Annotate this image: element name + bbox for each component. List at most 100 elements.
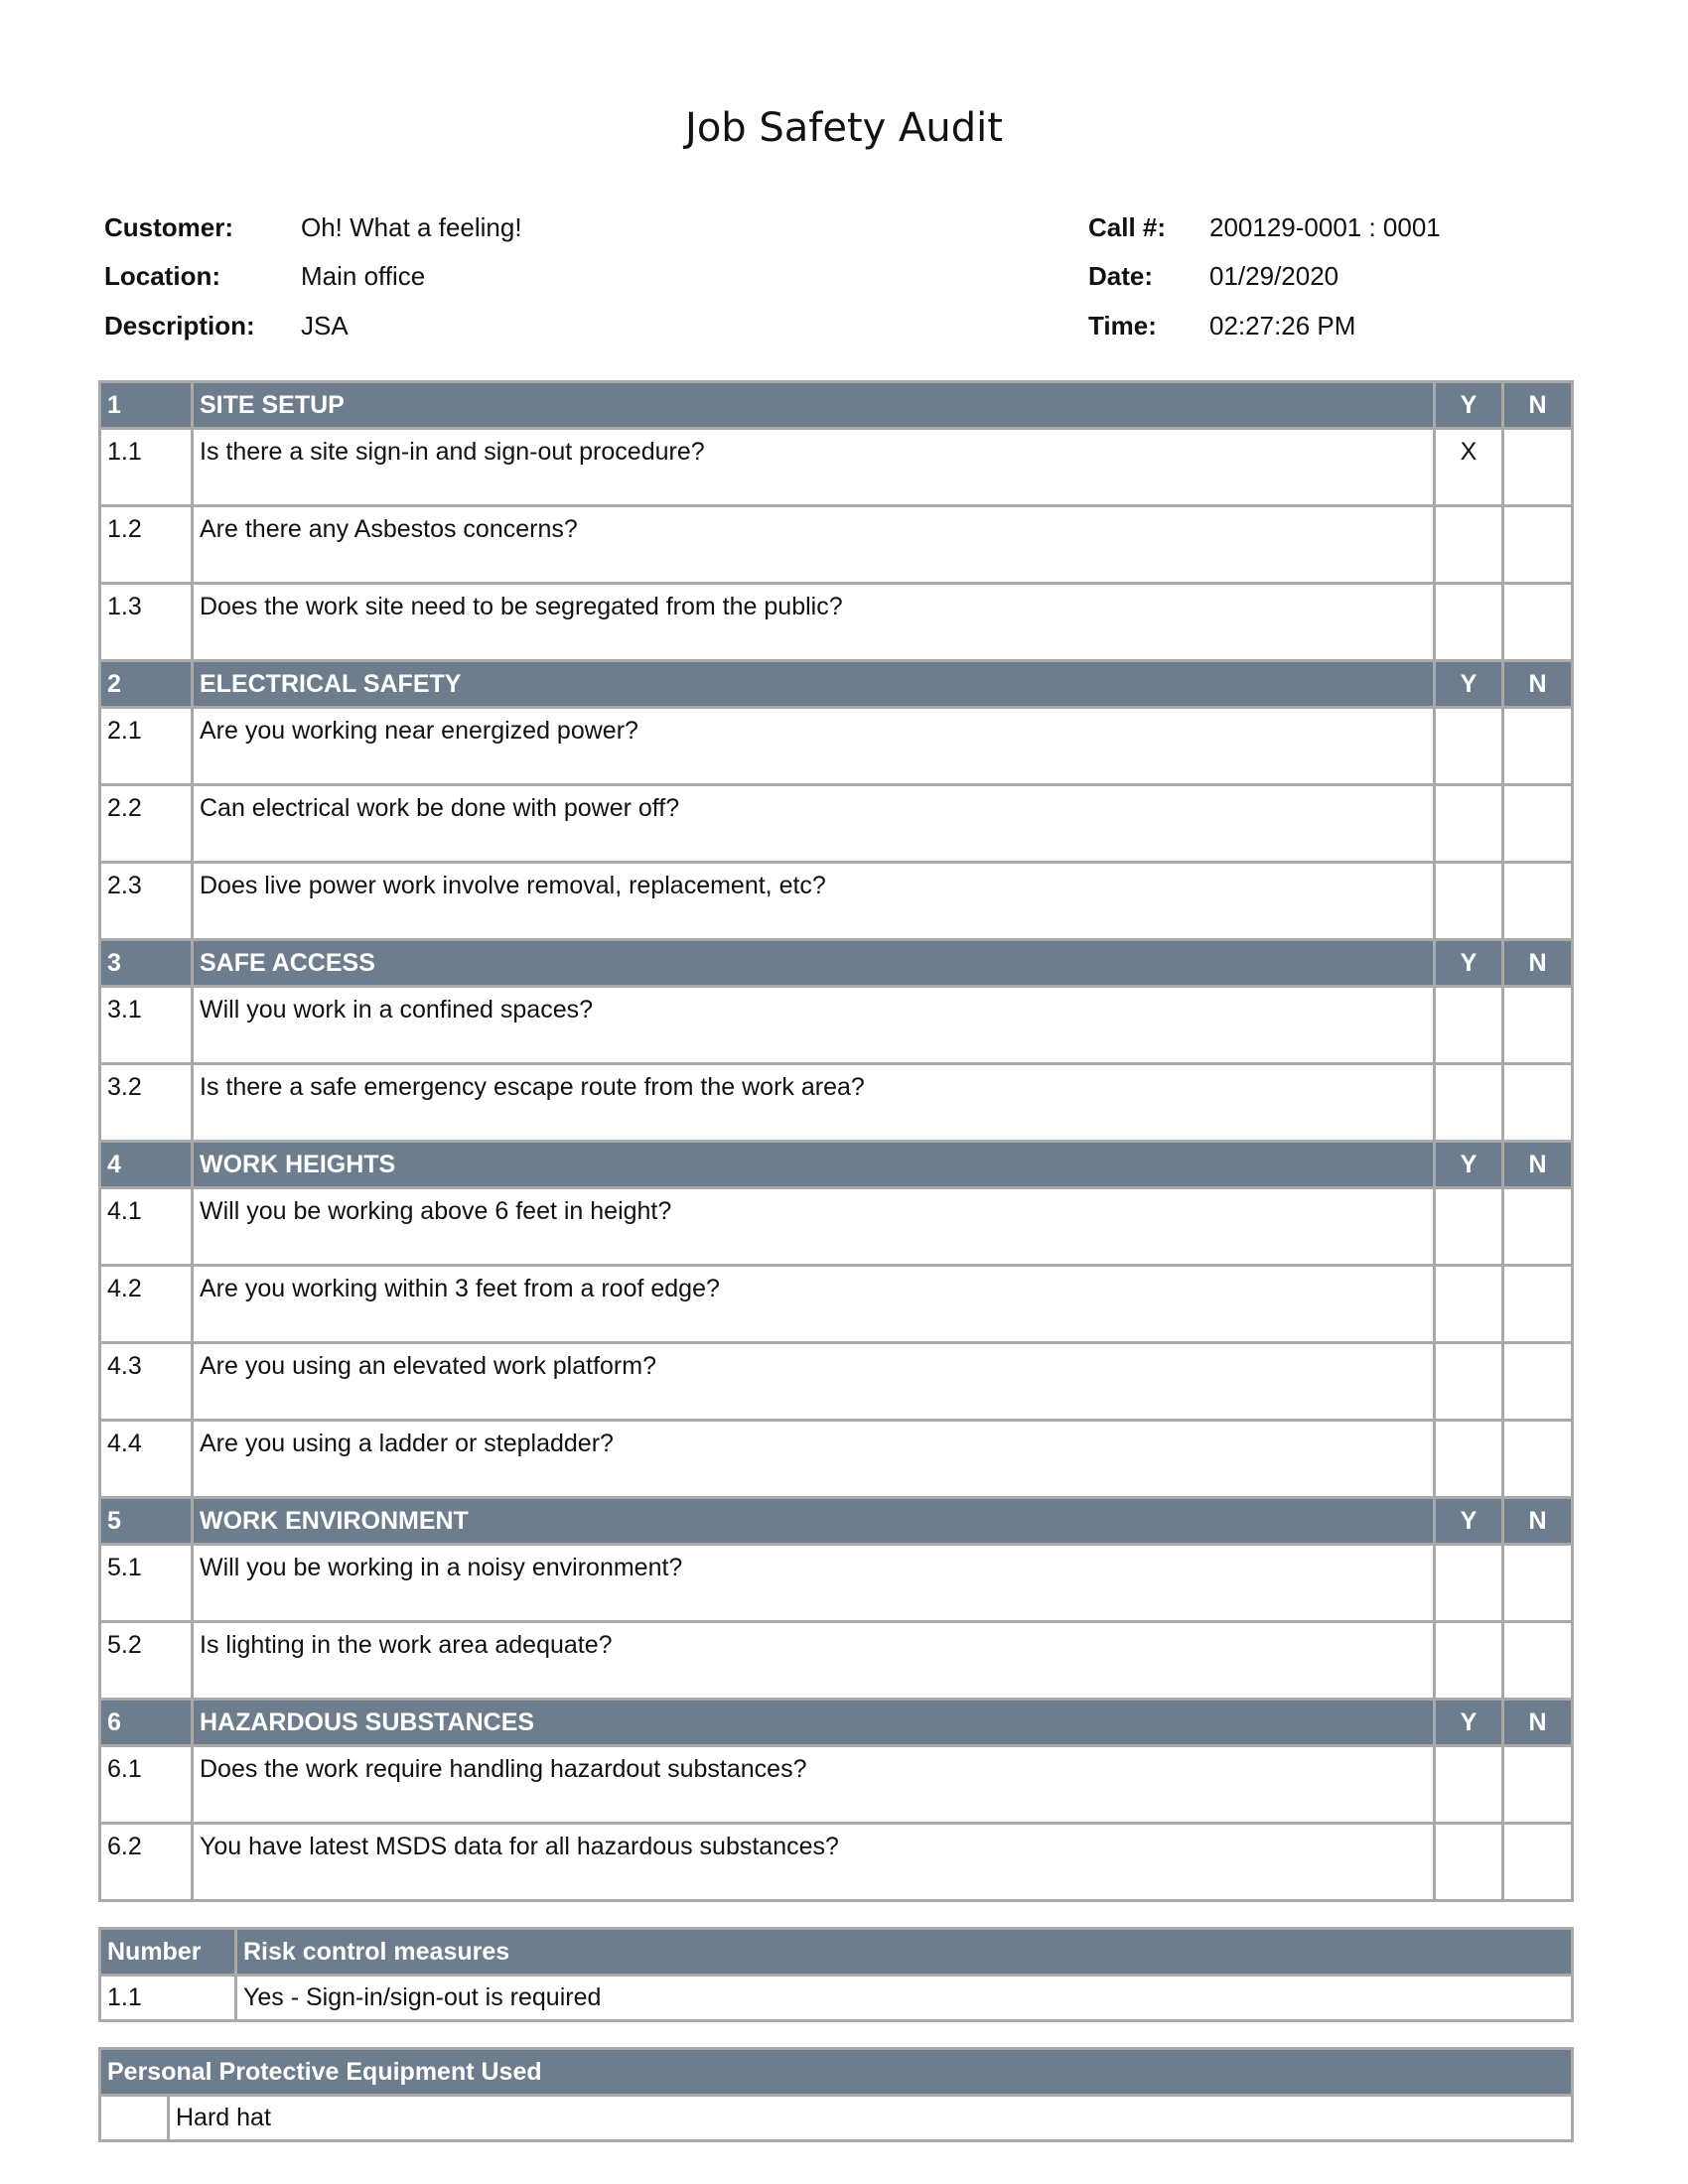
no-cell	[1501, 427, 1574, 507]
title: Job Safety Audit	[685, 105, 1003, 151]
no-header: N	[1501, 1496, 1574, 1546]
field-label: Date:	[1088, 261, 1154, 291]
question-row: 1.2 Are there any Asbestos concerns?	[98, 504, 1574, 585]
yes-cell	[1433, 1264, 1504, 1344]
ppe-header: Personal Protective Equipment Used	[98, 2047, 1574, 2097]
ppe-item: Hard hat	[167, 2094, 1574, 2142]
no-header: N	[1501, 380, 1574, 430]
section-number: 3	[98, 938, 194, 988]
question-number: 1.1	[98, 427, 194, 507]
yes-cell	[1433, 1341, 1504, 1422]
no-cell	[1501, 706, 1574, 786]
field-value: 02:27:26 PM	[1209, 311, 1356, 341]
yes-cell	[1433, 706, 1504, 786]
no-cell	[1501, 1062, 1574, 1143]
yes-header: Y	[1433, 1698, 1504, 1747]
question-text: Is there a safe emergency escape route f…	[191, 1062, 1436, 1143]
question-number: 4.4	[98, 1419, 194, 1499]
yes-header: Y	[1433, 659, 1504, 709]
yes-cell	[1433, 985, 1504, 1065]
question-text: Can electrical work be done with power o…	[191, 783, 1436, 864]
section-title: WORK HEIGHTS	[191, 1140, 1436, 1189]
field-label: Location:	[104, 261, 220, 291]
no-cell	[1501, 985, 1574, 1065]
question-number: 1.2	[98, 504, 194, 585]
section-header: 5 WORK ENVIRONMENT Y N	[98, 1496, 1574, 1546]
yes-cell	[1433, 1543, 1504, 1623]
no-header: N	[1501, 1698, 1574, 1747]
section-number: 4	[98, 1140, 194, 1189]
no-cell	[1501, 783, 1574, 864]
question-row: 2.1 Are you working near energized power?	[98, 706, 1574, 786]
question-text: You have latest MSDS data for all hazard…	[191, 1822, 1436, 1902]
question-number: 3.1	[98, 985, 194, 1065]
ppe-header-cell: Personal Protective Equipment Used	[98, 2047, 1574, 2097]
question-text: Are you working near energized power?	[191, 706, 1436, 786]
question-text: Will you be working above 6 feet in heig…	[191, 1186, 1436, 1267]
section-header: 6 HAZARDOUS SUBSTANCES Y N	[98, 1698, 1574, 1747]
section-number: 5	[98, 1496, 194, 1546]
yes-cell	[1433, 1419, 1504, 1499]
section-number: 2	[98, 659, 194, 709]
no-cell	[1501, 1186, 1574, 1267]
question-text: Does live power work involve removal, re…	[191, 861, 1436, 941]
yes-cell	[1433, 1186, 1504, 1267]
field-value: JSA	[301, 311, 349, 341]
risk-cell: 1.1	[98, 1974, 237, 2022]
no-cell	[1501, 861, 1574, 941]
question-text: Are you working within 3 feet from a roo…	[191, 1264, 1436, 1344]
no-header: N	[1501, 659, 1574, 709]
field-value: Main office	[301, 261, 426, 291]
question-number: 6.2	[98, 1822, 194, 1902]
question-number: 1.3	[98, 582, 194, 662]
question-text: Does the work site need to be segregated…	[191, 582, 1436, 662]
section-number: 6	[98, 1698, 194, 1747]
question-row: 5.2 Is lighting in the work area adequate…	[98, 1620, 1574, 1701]
yes-cell	[1433, 1062, 1504, 1143]
no-header: N	[1501, 1140, 1574, 1189]
question-text: Does the work require handling hazardout…	[191, 1744, 1436, 1825]
section-header: 3 SAFE ACCESS Y N	[98, 938, 1574, 988]
section-header: 1 SITE SETUP Y N	[98, 380, 1574, 430]
risk-row: 1.1 Yes - Sign-in/sign-out is required	[98, 1974, 1574, 2022]
section-title: WORK ENVIRONMENT	[191, 1496, 1436, 1546]
yes-cell	[1433, 582, 1504, 662]
section-header: 2 ELECTRICAL SAFETY Y N	[98, 659, 1574, 709]
question-number: 4.3	[98, 1341, 194, 1422]
risk-table: Number Risk control measures 1.1 Yes - Sign…	[98, 1927, 1574, 2022]
no-cell	[1501, 1744, 1574, 1825]
no-cell	[1501, 504, 1574, 585]
no-cell	[1501, 1419, 1574, 1499]
no-cell	[1501, 1543, 1574, 1623]
risk-cell: Yes - Sign-in/sign-out is required	[234, 1974, 1574, 2022]
question-row: 2.3 Does live power work involve removal,…	[98, 861, 1574, 941]
question-row: 6.1 Does the work require handling hazard…	[98, 1744, 1574, 1825]
yes-cell: X	[1433, 427, 1504, 507]
question-row: 3.2 Is there a safe emergency escape rout…	[98, 1062, 1574, 1143]
field-value: Oh! What a feeling!	[301, 212, 522, 242]
section-title: HAZARDOUS SUBSTANCES	[191, 1698, 1436, 1747]
question-text: Are you using an elevated work platform?	[191, 1341, 1436, 1422]
risk-header-cell: Risk control measures	[234, 1927, 1574, 1977]
ppe-table: Personal Protective Equipment Used Hard h…	[98, 2047, 1574, 2142]
question-row: 4.4 Are you using a ladder or stepladder?	[98, 1419, 1574, 1499]
section-title: ELECTRICAL SAFETY	[191, 659, 1436, 709]
yes-header: Y	[1433, 1496, 1504, 1546]
no-cell	[1501, 1341, 1574, 1422]
yes-cell	[1433, 1620, 1504, 1701]
ppe-check	[98, 2094, 170, 2142]
question-row: 2.2 Can electrical work be done with powe…	[98, 783, 1574, 864]
question-text: Will you be working in a noisy environme…	[191, 1543, 1436, 1623]
no-header: N	[1501, 938, 1574, 988]
question-text: Are you using a ladder or stepladder?	[191, 1419, 1436, 1499]
field-label: Customer:	[104, 212, 234, 242]
question-number: 5.2	[98, 1620, 194, 1701]
no-cell	[1501, 582, 1574, 662]
section-title: SAFE ACCESS	[191, 938, 1436, 988]
question-row: 1.1 Is there a site sign-in and sign-out …	[98, 427, 1574, 507]
section-number: 1	[98, 380, 194, 430]
no-cell	[1501, 1822, 1574, 1902]
field-label: Time:	[1088, 311, 1157, 341]
